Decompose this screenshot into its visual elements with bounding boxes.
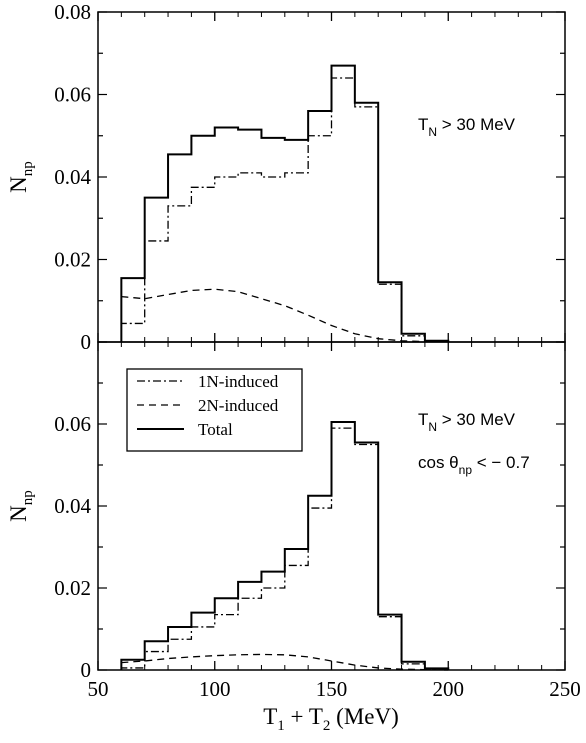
annotation-part: np (459, 463, 473, 477)
y-tick-label: 0.04 (54, 494, 91, 518)
x-axis-title-part: 2 (323, 718, 331, 734)
series-solid-line (120, 64, 450, 342)
annotation-part: T (418, 115, 428, 134)
annotation-part: > 30 MeV (437, 115, 516, 134)
y-tick-label: 0 (81, 330, 92, 354)
x-tick-label: 250 (549, 677, 581, 701)
y-tick-label: 0.02 (54, 576, 91, 600)
x-tick-label: 150 (316, 677, 348, 701)
legend-label: 2N-induced (198, 396, 279, 415)
series-dashdot-line (120, 427, 449, 670)
x-axis-title-part: + T (285, 704, 323, 729)
annotation-part: T (418, 410, 428, 429)
x-axis-title: T1 + T2 (MeV) (263, 704, 399, 734)
annotation-part: cos θ (418, 453, 459, 472)
annotation: TN > 30 MeV (418, 115, 516, 139)
series-dashdot-line (120, 77, 449, 342)
y-axis-title: Nnp (6, 161, 36, 193)
annotation: cos θnp < − 0.7 (418, 453, 530, 477)
y-axis-title-main: N (6, 176, 31, 193)
x-tick-label: 100 (199, 677, 231, 701)
annotation-part: N (428, 125, 437, 139)
x-axis-title-part: (MeV) (330, 704, 398, 729)
y-tick-label: 0.04 (54, 165, 91, 189)
annotation: TN > 30 MeV (418, 410, 516, 434)
legend-label: 1N-induced (198, 372, 279, 391)
series-solid-line (120, 420, 450, 670)
annotation-part: < − 0.7 (472, 453, 530, 472)
legend-label: Total (198, 420, 233, 439)
x-axis-title-part: T (263, 704, 277, 729)
y-axis-title-main: N (6, 505, 31, 522)
y-axis-title-sub: np (20, 161, 36, 176)
y-tick-label: 0.06 (54, 83, 91, 107)
x-tick-label: 200 (433, 677, 465, 701)
legend-box (126, 368, 303, 452)
annotation-part: > 30 MeV (437, 410, 516, 429)
series-dashed-line (121, 653, 449, 671)
y-axis-title: Nnp (6, 490, 36, 522)
y-tick-label: 0.06 (54, 412, 91, 436)
x-tick-label: 50 (88, 677, 109, 701)
series-dashed-line (121, 288, 449, 343)
y-tick-label: 0.08 (54, 0, 91, 24)
y-axis-title-sub: np (20, 490, 36, 505)
y-tick-label: 0 (81, 658, 92, 682)
y-tick-label: 0.02 (54, 248, 91, 272)
annotation-part: N (428, 420, 437, 434)
x-axis-title-part: 1 (277, 718, 285, 734)
